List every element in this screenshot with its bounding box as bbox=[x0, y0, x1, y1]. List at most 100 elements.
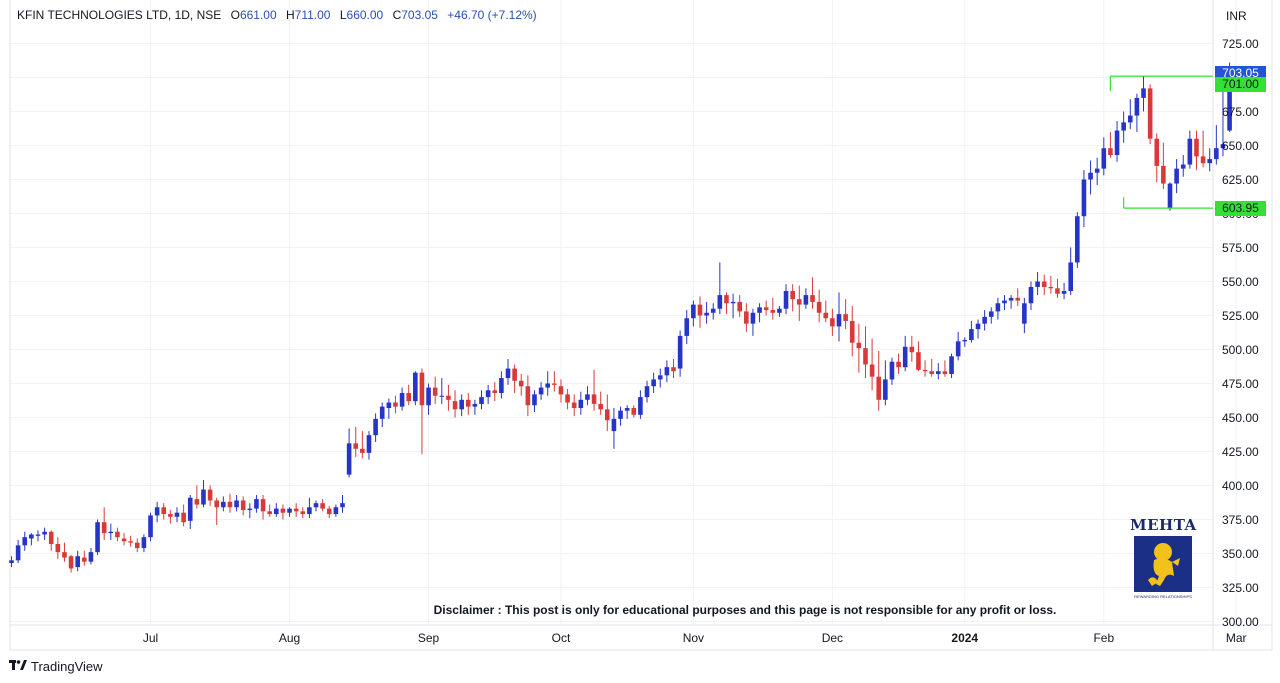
candle-body bbox=[1101, 148, 1107, 169]
candle-body bbox=[697, 304, 703, 316]
candle-body bbox=[439, 395, 445, 397]
symbol-title: KFIN TECHNOLOGIES LTD, 1D, NSE bbox=[17, 8, 222, 22]
candle-body bbox=[618, 410, 623, 419]
currency-label[interactable]: INR bbox=[1226, 9, 1247, 23]
candle-body bbox=[48, 531, 54, 544]
candle-body bbox=[148, 515, 153, 538]
candle-body bbox=[492, 390, 498, 394]
candle-body bbox=[134, 542, 140, 549]
candle-body bbox=[1121, 122, 1126, 131]
candle-body bbox=[737, 301, 742, 312]
candle-body bbox=[254, 499, 259, 509]
candle-body bbox=[227, 501, 233, 508]
candle-body bbox=[1127, 115, 1133, 123]
candle-body bbox=[578, 399, 584, 408]
close-value: 703.05 bbox=[401, 8, 438, 22]
candle-body bbox=[194, 499, 200, 505]
candle-body bbox=[29, 534, 34, 539]
candle-body bbox=[1028, 286, 1034, 304]
disclaimer-text: Disclaimer : This post is only for educa… bbox=[433, 603, 1057, 617]
candle-body bbox=[902, 346, 908, 368]
candle-body bbox=[763, 307, 769, 311]
candle-body bbox=[15, 545, 21, 561]
candle-body bbox=[710, 308, 716, 313]
candle-body bbox=[644, 386, 650, 398]
candle-body bbox=[446, 395, 451, 400]
candle-body bbox=[856, 342, 862, 349]
candle-body bbox=[1088, 172, 1093, 180]
candle-body bbox=[201, 489, 206, 505]
candle-body bbox=[565, 394, 570, 403]
candle-body bbox=[413, 372, 418, 402]
candle-body bbox=[214, 500, 220, 508]
candle-body bbox=[1187, 138, 1193, 165]
candle-body bbox=[287, 508, 292, 513]
level-lines bbox=[1109, 75, 1213, 209]
candle-body bbox=[1200, 156, 1206, 164]
candle-body bbox=[538, 387, 544, 395]
candle-body bbox=[677, 335, 683, 369]
candle-body bbox=[777, 308, 782, 313]
low-label: L bbox=[339, 8, 347, 22]
chart-borders bbox=[9, 0, 1273, 651]
candle-body bbox=[75, 556, 80, 568]
candle-body bbox=[35, 534, 41, 536]
candle-body bbox=[816, 301, 822, 313]
candle-body bbox=[174, 512, 180, 517]
y-tick-label: 650.00 bbox=[1222, 138, 1259, 153]
y-tick-label: 550.00 bbox=[1222, 274, 1259, 289]
candle-body bbox=[353, 443, 359, 449]
candle-body bbox=[485, 390, 491, 398]
candle-body bbox=[1022, 303, 1027, 324]
y-tick-label: 375.00 bbox=[1222, 512, 1259, 527]
x-tick-label: Oct bbox=[551, 631, 571, 645]
candle-body bbox=[863, 348, 868, 365]
candle-body bbox=[1180, 164, 1186, 169]
candle-body bbox=[505, 368, 511, 379]
candle-body bbox=[108, 531, 114, 534]
candle-body bbox=[181, 512, 186, 523]
candle-body bbox=[333, 507, 339, 515]
candle-body bbox=[664, 367, 670, 376]
y-tick-label: 475.00 bbox=[1222, 376, 1259, 391]
candle-body bbox=[969, 329, 974, 340]
candle-body bbox=[518, 380, 524, 387]
candle-body bbox=[545, 383, 551, 388]
tradingview-brand[interactable]: TradingView bbox=[9, 659, 103, 674]
y-tick-label: 450.00 bbox=[1222, 410, 1259, 425]
candle-body bbox=[293, 508, 299, 512]
candle-body bbox=[121, 538, 127, 542]
candle-body bbox=[1008, 297, 1014, 301]
candle-body bbox=[704, 312, 709, 316]
candle-body bbox=[638, 397, 643, 415]
y-tick-label: 350.00 bbox=[1222, 546, 1259, 561]
candle-body bbox=[691, 304, 696, 319]
candle-body bbox=[1114, 130, 1120, 156]
candle-body bbox=[9, 560, 14, 564]
y-tick-label: 500.00 bbox=[1222, 342, 1259, 357]
candle-body bbox=[988, 311, 994, 317]
candle-body bbox=[929, 371, 934, 374]
candle-body bbox=[571, 402, 577, 408]
y-tick-label: 525.00 bbox=[1222, 308, 1259, 323]
candle-body bbox=[525, 386, 531, 406]
y-tick-label: 325.00 bbox=[1222, 580, 1259, 595]
candle-body bbox=[916, 352, 921, 370]
x-tick-label: Sep bbox=[417, 631, 440, 645]
candle-body bbox=[1134, 97, 1140, 116]
candle-body bbox=[373, 418, 378, 436]
candle-body bbox=[717, 295, 723, 309]
candle-body bbox=[1061, 291, 1067, 294]
candle-body bbox=[82, 557, 87, 562]
candle-body bbox=[1154, 138, 1160, 166]
x-tick-label: Dec bbox=[821, 631, 844, 645]
candle-body bbox=[419, 372, 425, 406]
candle-body bbox=[684, 318, 690, 336]
candle-body bbox=[909, 346, 915, 353]
x-tick-label: Nov bbox=[682, 631, 705, 645]
candle-body bbox=[889, 361, 895, 380]
candle-body bbox=[346, 443, 352, 475]
candle-body bbox=[1108, 148, 1113, 156]
candle-body bbox=[426, 387, 431, 406]
candle-body bbox=[982, 316, 987, 324]
